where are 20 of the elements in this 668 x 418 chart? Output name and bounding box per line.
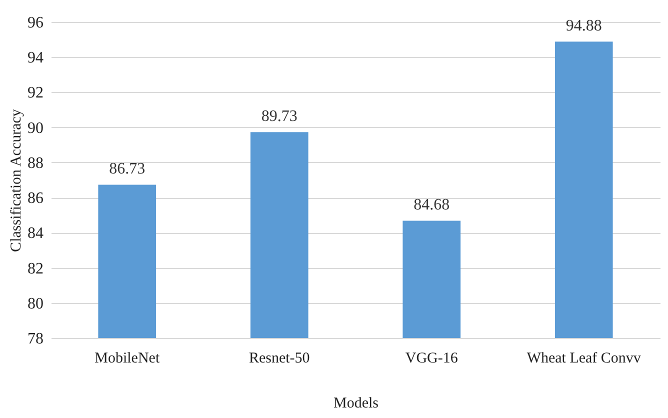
data-label: 94.88 [566, 18, 602, 35]
y-axis-title: Classification Accuracy [8, 108, 24, 252]
y-tick-label: 92 [28, 84, 44, 102]
data-label: 86.73 [109, 160, 146, 178]
y-tick-label: 86 [28, 190, 44, 208]
x-tick-label: Wheat Leaf Convv [526, 350, 642, 366]
x-tick-label: MobileNet [94, 350, 160, 366]
y-tick-label: 88 [28, 154, 44, 172]
y-tick-label: 94 [28, 50, 44, 67]
y-tick-label: 84 [28, 225, 44, 242]
y-tick-label: 90 [28, 120, 44, 137]
y-tick-label: 82 [28, 260, 44, 278]
x-axis-title: Models [334, 396, 379, 412]
x-tick-label: Resnet-50 [248, 350, 310, 366]
data-label: 84.68 [414, 196, 450, 214]
x-tick-label: VGG-16 [405, 350, 458, 366]
y-tick-label: 96 [28, 14, 44, 32]
data-label: 89.73 [261, 108, 298, 126]
y-tick-label: 80 [28, 295, 44, 312]
y-tick-label: 78 [28, 330, 44, 348]
